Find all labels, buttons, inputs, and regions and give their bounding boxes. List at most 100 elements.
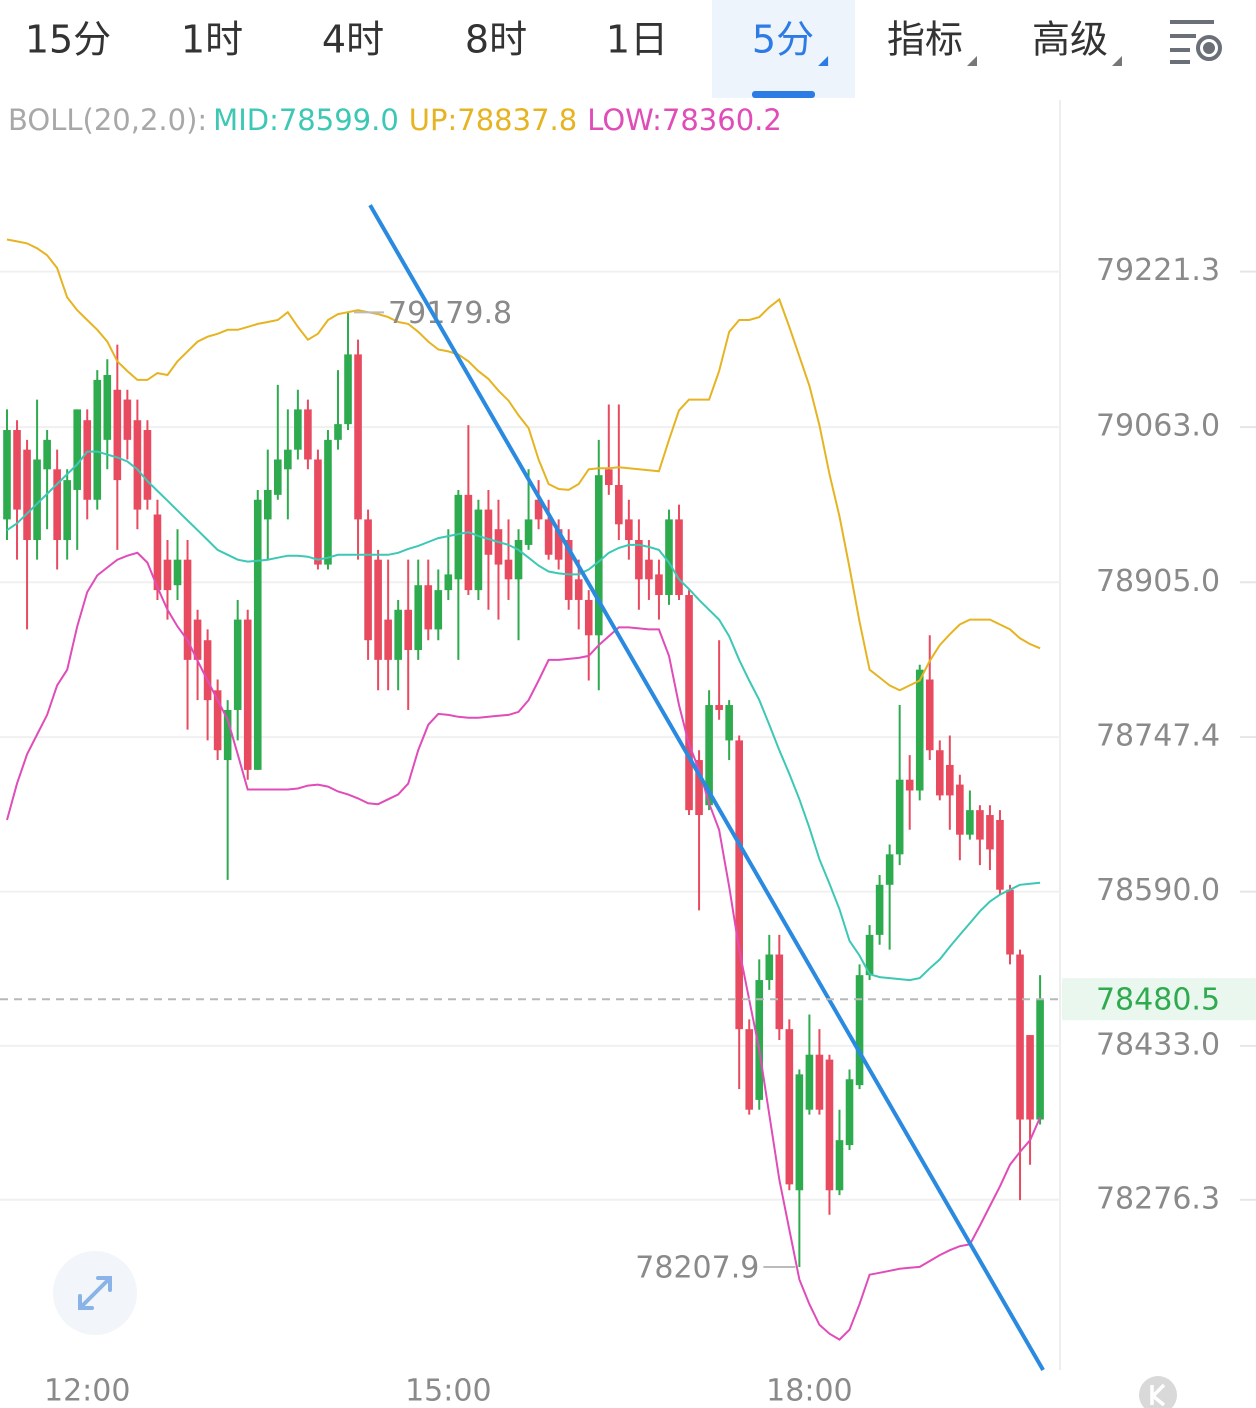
candle-body: [564, 540, 573, 600]
candle-body: [775, 954, 784, 1030]
candle-body: [83, 420, 92, 500]
candle-body: [394, 609, 402, 660]
candle-body: [725, 705, 733, 741]
candle-body: [1026, 1035, 1034, 1120]
candle-body: [996, 819, 1004, 890]
candle-body: [935, 750, 944, 796]
candle-body: [434, 590, 443, 630]
band-line: [6, 238, 1041, 692]
candle-body: [1036, 999, 1044, 1120]
candle-body: [574, 579, 583, 600]
candle-body: [324, 439, 332, 565]
candle-body: [334, 424, 342, 440]
candle-body: [43, 439, 51, 470]
y-tick-label: 79221.3: [1096, 253, 1220, 288]
candle-body: [845, 1079, 854, 1146]
candle-body: [484, 509, 493, 555]
candle-body: [855, 975, 864, 1086]
candle-body: [384, 619, 392, 660]
candle-body: [344, 354, 352, 425]
kline-button[interactable]: [1139, 1376, 1177, 1408]
band-line: [6, 551, 1042, 1341]
last-price-label: 78480.5: [1096, 983, 1220, 1018]
y-tick-label: 78276.3: [1096, 1181, 1220, 1216]
candle-body: [534, 499, 543, 520]
candle-body: [635, 540, 643, 580]
tab[interactable]: 1时: [181, 18, 243, 62]
candle-body: [655, 574, 663, 596]
candle-body: [93, 379, 102, 500]
trendline: [368, 204, 1045, 1372]
candle-body: [905, 779, 914, 791]
candle-body: [263, 489, 272, 520]
candle-body: [203, 640, 212, 701]
candle-body: [444, 574, 453, 591]
tab[interactable]: 8时: [465, 18, 527, 62]
candle-body: [695, 760, 703, 816]
candle-body: [835, 1140, 844, 1191]
band-line: [6, 450, 1041, 982]
candle-body: [424, 585, 433, 630]
candle-body: [213, 690, 222, 751]
candle-body: [404, 609, 412, 651]
candle-body: [1006, 889, 1014, 955]
candle-body: [925, 679, 934, 751]
candle-body: [946, 764, 954, 796]
candle-body: [494, 529, 503, 565]
tab[interactable]: 4时: [322, 18, 384, 62]
candle-body: [745, 1029, 754, 1110]
candle-body: [795, 1074, 804, 1191]
x-tick-label: 12:00: [44, 1374, 130, 1408]
last-price-bg: [1062, 978, 1256, 1021]
candle-body: [594, 475, 603, 636]
candle-body: [193, 619, 202, 660]
candle-body: [665, 519, 673, 596]
indicator-header: BOLL(20,2.0): MID:78599.0 UP:78837.8 LOW:78…: [8, 103, 782, 137]
settings-icon[interactable]: [1170, 20, 1222, 64]
candle-body: [23, 449, 31, 541]
candle-body: [143, 430, 152, 500]
candle-body: [544, 519, 553, 555]
band-legend: MID:78599.0: [213, 103, 399, 137]
candle-body: [314, 459, 322, 565]
candle-body: [464, 494, 473, 591]
candle-body: [1016, 954, 1024, 1120]
active-tab-bg: [712, 0, 855, 98]
candle-body: [675, 519, 683, 596]
candle-body: [615, 485, 623, 525]
y-tick-label: 79063.0: [1096, 409, 1220, 444]
candle-body: [163, 559, 172, 591]
candle-body: [63, 480, 71, 541]
candle-body: [243, 619, 252, 770]
tab[interactable]: 高级: [1032, 18, 1108, 62]
tab[interactable]: 5分: [752, 18, 814, 62]
indicator-name: BOLL(20,2.0):: [8, 103, 207, 137]
x-tick-label: 18:00: [766, 1374, 852, 1408]
expand-button[interactable]: [53, 1251, 137, 1335]
candle-body: [584, 599, 593, 636]
dropdown-arrow: [818, 56, 829, 66]
candle-body: [103, 375, 112, 440]
candle-body: [885, 854, 894, 885]
candle-body: [785, 1029, 794, 1185]
candle-body: [895, 779, 904, 855]
tab[interactable]: 15分: [25, 18, 111, 62]
candle-body: [474, 509, 483, 591]
candle-body: [715, 705, 723, 710]
tab[interactable]: 1日: [606, 18, 668, 62]
candle-body: [153, 514, 162, 591]
candle-body: [233, 619, 242, 710]
candle-body: [815, 1054, 824, 1110]
tab[interactable]: 指标: [887, 18, 963, 62]
candle-body: [73, 409, 82, 490]
candle-body: [123, 399, 132, 440]
candle-body: [33, 459, 41, 541]
candle-body: [364, 519, 372, 641]
candle-body: [183, 559, 192, 660]
candle-body: [274, 459, 282, 495]
candle-body: [253, 499, 262, 770]
candle-body: [354, 354, 362, 520]
candle-body: [685, 595, 693, 811]
active-tab-underline: [752, 91, 815, 98]
